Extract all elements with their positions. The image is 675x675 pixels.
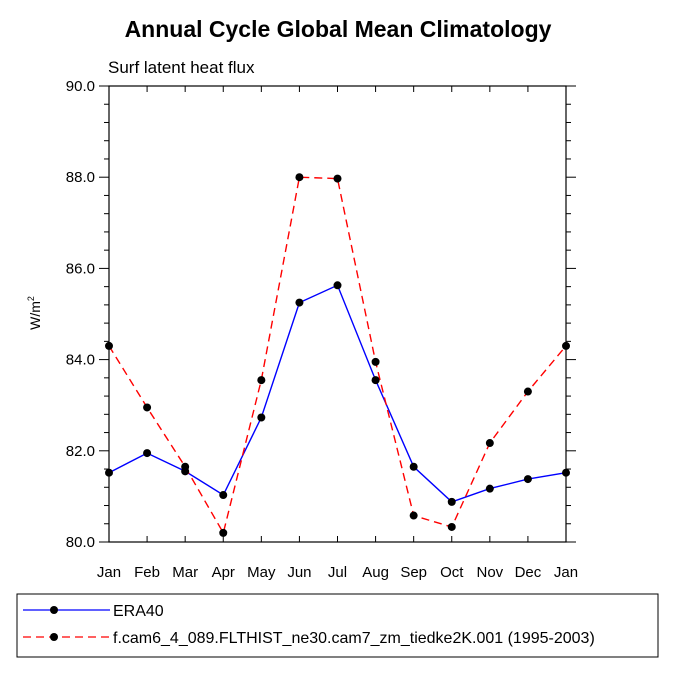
data-point-era40 bbox=[409, 462, 418, 471]
data-point-model bbox=[295, 173, 304, 182]
data-point-era40 bbox=[143, 449, 152, 458]
chart-title: Annual Cycle Global Mean Climatology bbox=[125, 16, 552, 42]
x-tick-label: Aug bbox=[362, 564, 389, 581]
x-tick-label: Jan bbox=[554, 564, 578, 581]
data-point-era40 bbox=[447, 497, 456, 506]
data-point-model bbox=[257, 376, 266, 385]
y-tick-label: 80.0 bbox=[66, 534, 95, 551]
data-point-era40 bbox=[523, 475, 532, 484]
data-point-model bbox=[219, 528, 228, 537]
legend-marker-era40 bbox=[50, 606, 58, 614]
legend-marker-model bbox=[50, 633, 58, 641]
data-point-model bbox=[371, 357, 380, 366]
legend: ERA40 f.cam6_4_089.FLTHIST_ne30.cam7_zm_… bbox=[16, 593, 659, 658]
data-point-model bbox=[447, 522, 456, 531]
data-point-model bbox=[409, 511, 418, 520]
x-tick-label: Sep bbox=[400, 564, 427, 581]
series-layer bbox=[105, 173, 570, 537]
y-tick-label: 84.0 bbox=[66, 352, 95, 369]
y-tick-label: 86.0 bbox=[66, 260, 95, 277]
data-point-era40 bbox=[333, 281, 342, 290]
chart-subtitle: Surf latent heat flux bbox=[108, 58, 255, 77]
series-line-model bbox=[108, 176, 567, 535]
data-point-model bbox=[523, 387, 532, 396]
data-point-model bbox=[181, 462, 190, 471]
plot-axes: Jan Feb Mar Apr May Jun Jul Aug Sep Oct Nov Dec Jan8… bbox=[66, 78, 578, 581]
data-point-era40 bbox=[562, 468, 570, 477]
x-tick-label: Feb bbox=[134, 564, 160, 581]
x-tick-label: Nov bbox=[476, 564, 503, 581]
x-tick-label: Jan bbox=[97, 564, 121, 581]
data-point-model bbox=[105, 341, 113, 350]
legend-label-model: f.cam6_4_089.FLTHIST_ne30.cam7_zm_tiedke… bbox=[113, 630, 595, 647]
y-tick-label: 88.0 bbox=[66, 169, 95, 186]
data-point-era40 bbox=[105, 468, 113, 477]
y-axis-label-superscript: 2 bbox=[26, 296, 36, 301]
x-tick-label: Jul bbox=[328, 564, 347, 581]
series-line-era40 bbox=[108, 284, 567, 503]
data-point-era40 bbox=[371, 376, 380, 385]
x-tick-label: May bbox=[247, 564, 276, 581]
data-point-model bbox=[485, 439, 494, 448]
data-point-model bbox=[333, 174, 342, 183]
x-tick-label: Oct bbox=[440, 564, 464, 581]
y-axis-label-text: W/m bbox=[27, 301, 43, 330]
x-tick-label: Jun bbox=[287, 564, 311, 581]
x-tick-label: Apr bbox=[212, 564, 235, 581]
plot-frame bbox=[108, 85, 567, 543]
y-tick-label: 90.0 bbox=[66, 78, 95, 95]
x-tick-label: Mar bbox=[172, 564, 198, 581]
x-tick-label: Dec bbox=[515, 564, 542, 581]
y-axis-label: W/m2 bbox=[26, 296, 43, 330]
data-point-era40 bbox=[257, 413, 266, 422]
legend-box bbox=[16, 593, 659, 658]
data-point-era40 bbox=[219, 491, 228, 500]
data-point-model bbox=[143, 403, 152, 412]
data-point-era40 bbox=[485, 484, 494, 493]
legend-label-era40: ERA40 bbox=[113, 603, 164, 620]
data-point-era40 bbox=[295, 298, 304, 307]
data-point-model bbox=[562, 341, 570, 350]
y-tick-label: 82.0 bbox=[66, 443, 95, 460]
